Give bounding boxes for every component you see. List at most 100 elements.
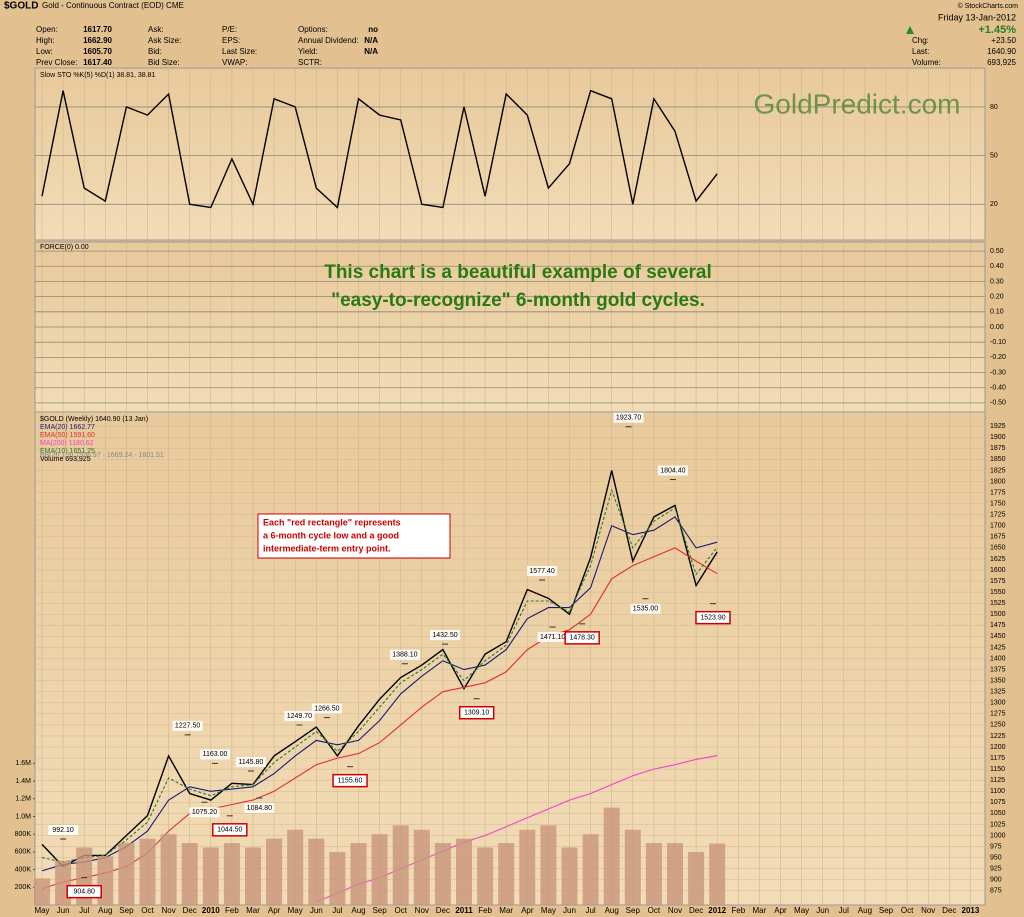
y-tick-label: 1350 bbox=[990, 677, 1006, 684]
stochastic-panel bbox=[34, 67, 986, 241]
x-tick-label: May bbox=[288, 906, 303, 915]
low-label: 1471.10 bbox=[540, 634, 565, 641]
field-value: 1662.90 bbox=[83, 36, 112, 45]
y-tick-label: 1550 bbox=[990, 589, 1006, 596]
y-tick-label: 1400 bbox=[990, 655, 1006, 662]
field-value: 1617.40 bbox=[83, 58, 112, 67]
symbol-description: Gold - Continuous Contract (EOD) CME bbox=[42, 1, 184, 10]
x-tick-label: Jul bbox=[839, 906, 849, 915]
cycle-low-box bbox=[66, 884, 102, 899]
note-line: intermediate-term entry point. bbox=[263, 543, 391, 553]
source: © StockCharts.com bbox=[958, 2, 1019, 10]
y-tick-label: 1625 bbox=[990, 556, 1006, 563]
volume-bar bbox=[519, 829, 536, 905]
y-tick-label: 1700 bbox=[990, 523, 1006, 530]
y-tick-label: 1225 bbox=[990, 733, 1006, 740]
label-bg bbox=[235, 756, 266, 767]
y-tick-label: 80 bbox=[990, 104, 998, 111]
y-tick-label: 0.50 bbox=[990, 248, 1004, 255]
x-tick-label: Feb bbox=[731, 906, 745, 915]
y-tick-label: 0.00 bbox=[990, 324, 1004, 331]
volume-bar bbox=[540, 825, 557, 905]
y-tick-label: 1650 bbox=[990, 545, 1006, 552]
volume-bar bbox=[118, 843, 135, 905]
y-tick-label: 1775 bbox=[990, 489, 1006, 496]
date: Friday 13-Jan-2012 bbox=[938, 12, 1016, 22]
volume-bar bbox=[582, 834, 599, 905]
y2-tick-label: 200K bbox=[15, 884, 32, 891]
high-label: 1388.10 bbox=[392, 652, 417, 659]
cycle-low-label: 904.80 bbox=[73, 888, 95, 895]
y-tick-label: 950 bbox=[990, 854, 1002, 861]
legend-entry: MA(200) 1180.62 bbox=[40, 440, 94, 447]
x-tick-label: Nov bbox=[415, 906, 429, 915]
annotation: This chart is a beautiful example of sev… bbox=[324, 262, 712, 283]
volume-bar bbox=[498, 843, 515, 905]
x-tick-label: Aug bbox=[98, 906, 112, 915]
y2-tick-label: 800K bbox=[15, 831, 32, 838]
high-label: 992.10 bbox=[52, 827, 74, 834]
x-tick-label: 2011 bbox=[455, 906, 473, 915]
cycle-low-label: 1155.60 bbox=[338, 778, 363, 785]
field-label: Yield: bbox=[298, 47, 318, 56]
x-tick-label: Oct bbox=[394, 906, 407, 915]
y-tick-label: 0.20 bbox=[990, 293, 1004, 300]
x-tick-label: Nov bbox=[921, 906, 935, 915]
y-tick-label: 1900 bbox=[990, 434, 1006, 441]
y-tick-label: 0.10 bbox=[990, 309, 1004, 316]
volume-bar bbox=[413, 829, 430, 905]
y-tick-label: 1300 bbox=[990, 700, 1006, 707]
volume-bar bbox=[477, 847, 494, 905]
note-box bbox=[257, 513, 451, 559]
x-tick-label: 2013 bbox=[962, 906, 980, 915]
field-label: Annual Dividend: bbox=[298, 36, 358, 45]
field-label: Volume: bbox=[912, 58, 941, 67]
y-tick-label: 1375 bbox=[990, 666, 1006, 673]
field-label: Ask Size: bbox=[148, 36, 181, 45]
volume-bar bbox=[34, 878, 50, 905]
volume-bar bbox=[434, 843, 451, 905]
x-tick-label: Feb bbox=[478, 906, 492, 915]
cycle-low-box bbox=[212, 823, 248, 837]
volume-bar bbox=[266, 838, 283, 905]
field-label: Options: bbox=[298, 25, 328, 34]
y-tick-label: 1275 bbox=[990, 711, 1006, 718]
x-tick-label: Sep bbox=[119, 906, 134, 915]
field-label: VWAP: bbox=[222, 58, 247, 67]
volume-bar bbox=[645, 843, 662, 905]
volume-bar bbox=[561, 847, 578, 905]
annotation: "easy-to-recognize" 6-month gold cycles. bbox=[331, 290, 705, 311]
label-bg bbox=[430, 630, 461, 641]
x-tick-label: 2010 bbox=[202, 906, 220, 915]
y-tick-label: 1750 bbox=[990, 500, 1006, 507]
x-tick-label: Aug bbox=[605, 906, 619, 915]
y-tick-label: 1175 bbox=[990, 755, 1005, 762]
volume-bar bbox=[709, 843, 726, 905]
watermark: GoldPredict.com bbox=[754, 88, 961, 119]
field-value: N/A bbox=[364, 47, 378, 56]
y-tick-label: -0.10 bbox=[990, 339, 1006, 346]
field-label: Bid: bbox=[148, 47, 162, 56]
legend-entry: Volume 693,925 bbox=[40, 456, 91, 463]
y-tick-label: 1850 bbox=[990, 456, 1006, 463]
high-label: 1432.50 bbox=[432, 632, 457, 639]
volume-bar bbox=[392, 825, 409, 905]
volume-bar bbox=[371, 834, 388, 905]
volume-bar bbox=[223, 843, 240, 905]
y-tick-label: 1100 bbox=[990, 788, 1005, 795]
y-tick-label: 900 bbox=[990, 877, 1002, 884]
price-line bbox=[41, 89, 718, 209]
y-tick-label: -0.40 bbox=[990, 385, 1006, 392]
volume-bar bbox=[245, 847, 261, 905]
x-tick-label: Feb bbox=[225, 906, 239, 915]
legend-entry: Slow STO %K(5) %D(1) 38.81, 38.81 bbox=[40, 72, 156, 79]
x-tick-label: May bbox=[541, 906, 556, 915]
field-label: Ask: bbox=[148, 25, 164, 34]
y-tick-label: 1675 bbox=[990, 534, 1006, 541]
field-label: Open: bbox=[36, 25, 58, 34]
label-bg bbox=[657, 465, 688, 476]
field-label: Chg: bbox=[912, 36, 929, 45]
x-tick-label: Apr bbox=[268, 906, 281, 915]
y-tick-label: 1150 bbox=[990, 766, 1005, 773]
